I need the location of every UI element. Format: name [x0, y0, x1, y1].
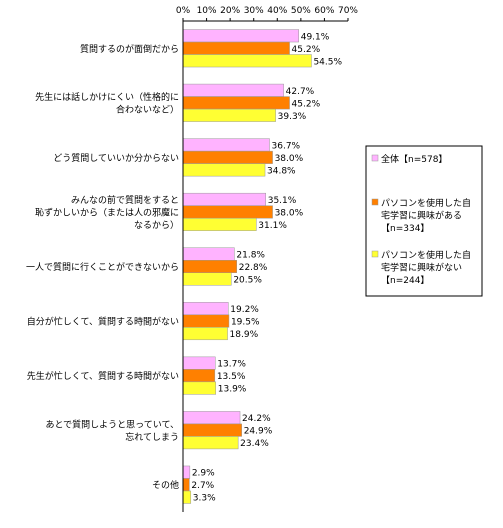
data-label: 3.3%: [193, 494, 216, 504]
legend-swatch: [371, 250, 379, 258]
category-label: 恥ずかしいから（または人の邪魔に: [35, 206, 179, 218]
bar: [182, 205, 273, 219]
category-label: なるから）: [134, 220, 179, 231]
legend-label: パソコンを使用した自: [381, 197, 471, 209]
bar: [182, 302, 229, 316]
data-label: 22.8%: [239, 263, 268, 273]
bar: [182, 83, 284, 97]
x-tick-label: 20%: [220, 6, 240, 16]
legend-swatch: [371, 198, 379, 206]
bar: [182, 490, 192, 504]
data-label: 23.4%: [240, 439, 269, 449]
category-label: 一人で質問に行くことができないから: [26, 261, 179, 273]
bar: [182, 260, 237, 273]
data-label: 13.9%: [218, 385, 247, 395]
bar: [182, 29, 299, 43]
x-tick-label: 50%: [291, 6, 311, 16]
data-label: 2.9%: [192, 469, 215, 479]
data-label: 34.8%: [267, 166, 296, 176]
data-label: 21.8%: [236, 251, 265, 261]
bar: [182, 314, 230, 328]
data-label: 49.1%: [301, 32, 330, 42]
x-tick-label: 30%: [244, 6, 264, 16]
bar: [182, 411, 241, 425]
category-label: 先生が忙しくて、質問する時間がない: [27, 370, 179, 382]
x-tick-label: 10%: [197, 6, 217, 16]
data-label: 45.2%: [292, 45, 321, 55]
data-label: 38.0%: [275, 154, 304, 164]
bar: [182, 465, 191, 479]
bar: [182, 369, 216, 383]
bar: [182, 150, 273, 164]
legend-label: 宅学習に興味がない: [381, 262, 462, 274]
legend-label: パソコンを使用した自: [381, 249, 471, 261]
bar: [182, 217, 257, 231]
bar: [182, 163, 266, 177]
category-label: 自分が忙しくて、質問する時間がない: [27, 316, 179, 328]
data-label: 13.7%: [217, 360, 246, 370]
category-label: どう質問していいか分からない: [53, 152, 179, 164]
category-label: 先生には話しかけにくい（性格的に: [35, 91, 179, 103]
category-label: 合わないなど）: [116, 104, 179, 116]
data-label: 36.7%: [272, 141, 301, 151]
data-label: 35.1%: [268, 196, 297, 206]
data-label: 31.1%: [258, 221, 287, 231]
legend-label: 全体【n=578】: [381, 153, 447, 165]
data-label: 18.9%: [230, 330, 259, 340]
bar: [182, 356, 216, 370]
bar: [182, 478, 190, 492]
bar: [182, 272, 232, 286]
bar: [182, 54, 312, 68]
x-tick-label: 60%: [314, 6, 334, 16]
bar: [182, 423, 242, 437]
category-label: その他: [152, 479, 179, 491]
data-label: 39.3%: [278, 112, 307, 122]
data-label: 13.5%: [217, 372, 246, 382]
category-label: みんなの前で質問をすると: [71, 194, 179, 206]
bar: [182, 41, 290, 55]
x-tick-label: 0%: [176, 6, 191, 16]
legend-label: 【n=244】: [381, 275, 429, 286]
legend-swatch: [371, 154, 379, 162]
data-label: 19.2%: [230, 305, 259, 315]
bar: [182, 247, 235, 261]
bar: [182, 192, 266, 206]
legend-label: 宅学習に興味がある: [381, 210, 462, 222]
bar: [182, 108, 276, 122]
category-label: 忘れてしまう: [125, 431, 179, 443]
bar: [182, 96, 290, 110]
bar: [182, 327, 228, 341]
data-label: 38.0%: [275, 208, 304, 218]
x-tick-label: 40%: [267, 6, 287, 16]
bar: [182, 138, 270, 152]
category-label: あとで質問しようと思っていて、: [45, 418, 179, 430]
category-label: 質問するのが面倒だから: [80, 43, 179, 55]
x-tick-label: 70%: [338, 6, 358, 16]
bar: [182, 436, 239, 450]
data-label: 2.7%: [191, 481, 214, 491]
data-label: 20.5%: [233, 276, 262, 286]
legend-box: [365, 145, 483, 297]
data-label: 24.2%: [242, 414, 271, 424]
data-label: 42.7%: [286, 87, 315, 97]
data-label: 54.5%: [313, 57, 342, 67]
data-label: 19.5%: [231, 318, 260, 328]
bar: [182, 381, 217, 395]
legend-label: 【n=334】: [381, 223, 429, 234]
data-label: 45.2%: [292, 99, 321, 109]
data-label: 24.9%: [244, 427, 273, 437]
